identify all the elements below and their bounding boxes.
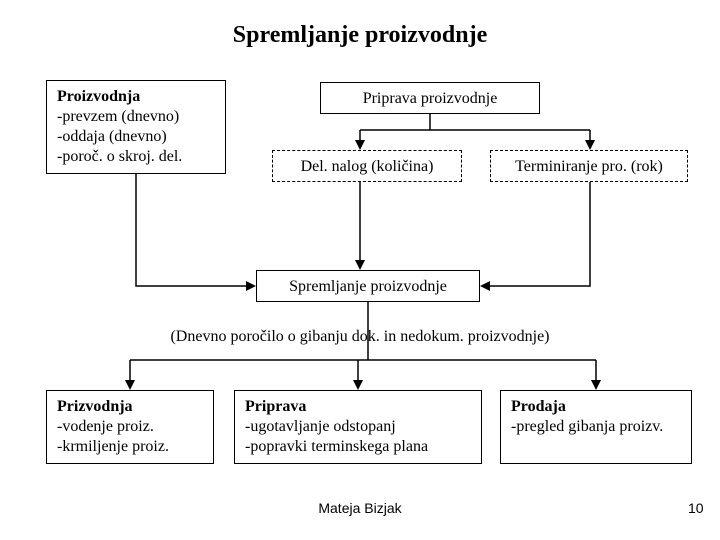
box-spremljanje-proizvodnje: Spremljanje proizvodnje [256, 270, 480, 302]
box-del-nalog: Del. nalog (količina) [272, 150, 462, 182]
box-line: -oddaja (dnevno) [57, 127, 215, 147]
subtitle: (Dnevno poročilo o gibanju dok. in nedok… [0, 328, 720, 346]
box-line: -prevzem (dnevno) [57, 107, 215, 127]
arrowhead-spremljanje-right [480, 281, 490, 291]
arrowhead-prizvodnja [125, 380, 135, 390]
box-line: -poroč. o skroj. del. [57, 147, 215, 167]
arrowhead-delnalog [355, 140, 365, 150]
box-line: -pregled gibanja proizv. [511, 417, 681, 437]
box-text: Priprava proizvodnje [363, 90, 498, 107]
box-priprava-bottom: Priprava-ugotavljanje odstopanj-popravki… [234, 390, 482, 464]
box-text: Del. nalog (količina) [301, 158, 434, 175]
box-text: Spremljanje proizvodnje [289, 278, 447, 295]
edge-termin-to-sprem [486, 182, 590, 286]
box-line: -krmiljenje proiz. [57, 437, 203, 457]
box-line: -popravki terminskega plana [245, 437, 471, 457]
box-header: Proizvodnja [57, 87, 215, 107]
page-title: Spremljanje proizvodnje [0, 22, 720, 49]
edge-proiz-to-sprem [136, 174, 250, 286]
footer-author: Mateja Bizjak [0, 500, 720, 516]
arrowhead-spremljanje-from-left [246, 281, 256, 291]
box-prodaja: Prodaja-pregled gibanja proizv. [500, 390, 692, 464]
arrowhead-spremljanje-left [355, 260, 365, 270]
box-text: Terminiranje pro. (rok) [515, 158, 663, 175]
page-number: 10 [688, 500, 704, 516]
box-line: -vodenje proiz. [57, 417, 203, 437]
arrowhead-termin [585, 140, 595, 150]
arrowhead-priprava-bottom [353, 380, 363, 390]
box-line: -ugotavljanje odstopanj [245, 417, 471, 437]
box-proizvodnja-top: Proizvodnja-prevzem (dnevno)-oddaja (dne… [46, 80, 226, 174]
box-header: Priprava [245, 397, 471, 417]
box-terminiranje: Terminiranje pro. (rok) [490, 150, 688, 182]
box-priprava-proizvodnje: Priprava proizvodnje [320, 82, 540, 114]
box-header: Prodaja [511, 397, 681, 417]
box-prizvodnja-bottom: Prizvodnja -vodenje proiz. -krmiljenje p… [46, 390, 214, 464]
box-header: Prizvodnja [57, 397, 203, 417]
arrowhead-prodaja [591, 380, 601, 390]
